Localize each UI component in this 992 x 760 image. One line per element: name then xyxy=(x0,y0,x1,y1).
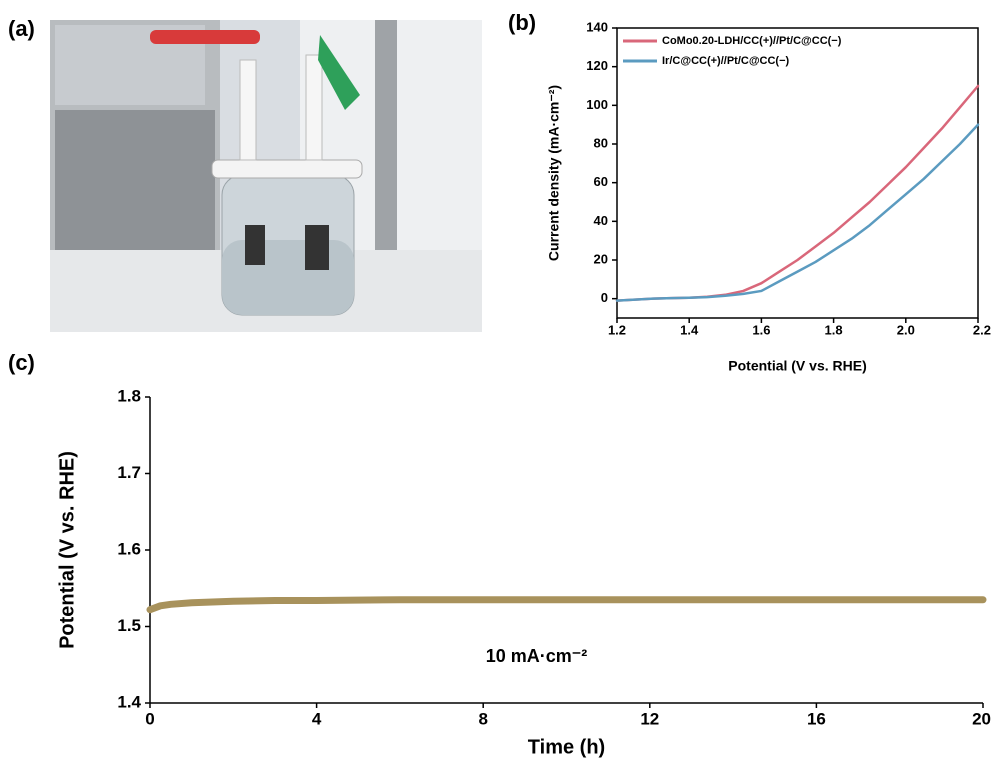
x-axis-label: Time (h) xyxy=(528,736,605,758)
y-tick-label: 20 xyxy=(594,251,608,266)
y-axis-label: Potential (V vs. RHE) xyxy=(56,451,78,649)
photo xyxy=(50,20,482,332)
y-tick-label: 120 xyxy=(586,58,608,73)
legend-label: CoMo0.20-LDH/CC(+)//Pt/C@CC(−) xyxy=(662,35,842,47)
x-tick-label: 1.2 xyxy=(608,322,626,337)
panel-label: (a) xyxy=(8,16,35,41)
panel-label: (b) xyxy=(508,10,536,35)
line xyxy=(146,596,987,614)
x-tick-label: 1.6 xyxy=(752,322,770,337)
line xyxy=(615,84,980,302)
x-tick-label: 1.4 xyxy=(680,322,699,337)
legend-label: Ir/C@CC(+)//Pt/C@CC(−) xyxy=(662,55,790,67)
x-tick-label: 1.8 xyxy=(825,322,843,337)
y-tick-label: 1.6 xyxy=(117,539,141,558)
y-tick-label: 80 xyxy=(594,135,608,150)
y-tick-label: 1.7 xyxy=(117,463,141,482)
x-tick-label: 4 xyxy=(312,709,322,728)
y-axis-label: Current density (mA·cm⁻²) xyxy=(546,85,562,261)
plot-frame xyxy=(616,27,979,319)
y-tick-label: 0 xyxy=(601,290,608,305)
y-tick-label: 1.8 xyxy=(117,386,141,405)
x-tick-label: 20 xyxy=(972,709,991,728)
annotation: 10 mA·cm⁻² xyxy=(486,646,588,666)
y-tick-label: 1.5 xyxy=(117,616,141,635)
y-tick-label: 100 xyxy=(586,97,608,112)
y-tick-label: 40 xyxy=(594,213,608,228)
x-tick-label: 16 xyxy=(807,709,826,728)
y-tick-label: 60 xyxy=(594,174,608,189)
y-tick-label: 1.4 xyxy=(117,692,141,711)
x-tick-label: 12 xyxy=(640,709,659,728)
line xyxy=(615,123,980,302)
x-tick-label: 8 xyxy=(478,709,487,728)
y-tick-label: 140 xyxy=(586,19,608,34)
x-tick-label: 2.2 xyxy=(973,322,991,337)
x-tick-label: 2.0 xyxy=(897,322,915,337)
x-axis-label: Potential (V vs. RHE) xyxy=(728,358,866,374)
x-tick-label: 0 xyxy=(145,709,154,728)
panel-label: (c) xyxy=(8,350,35,375)
